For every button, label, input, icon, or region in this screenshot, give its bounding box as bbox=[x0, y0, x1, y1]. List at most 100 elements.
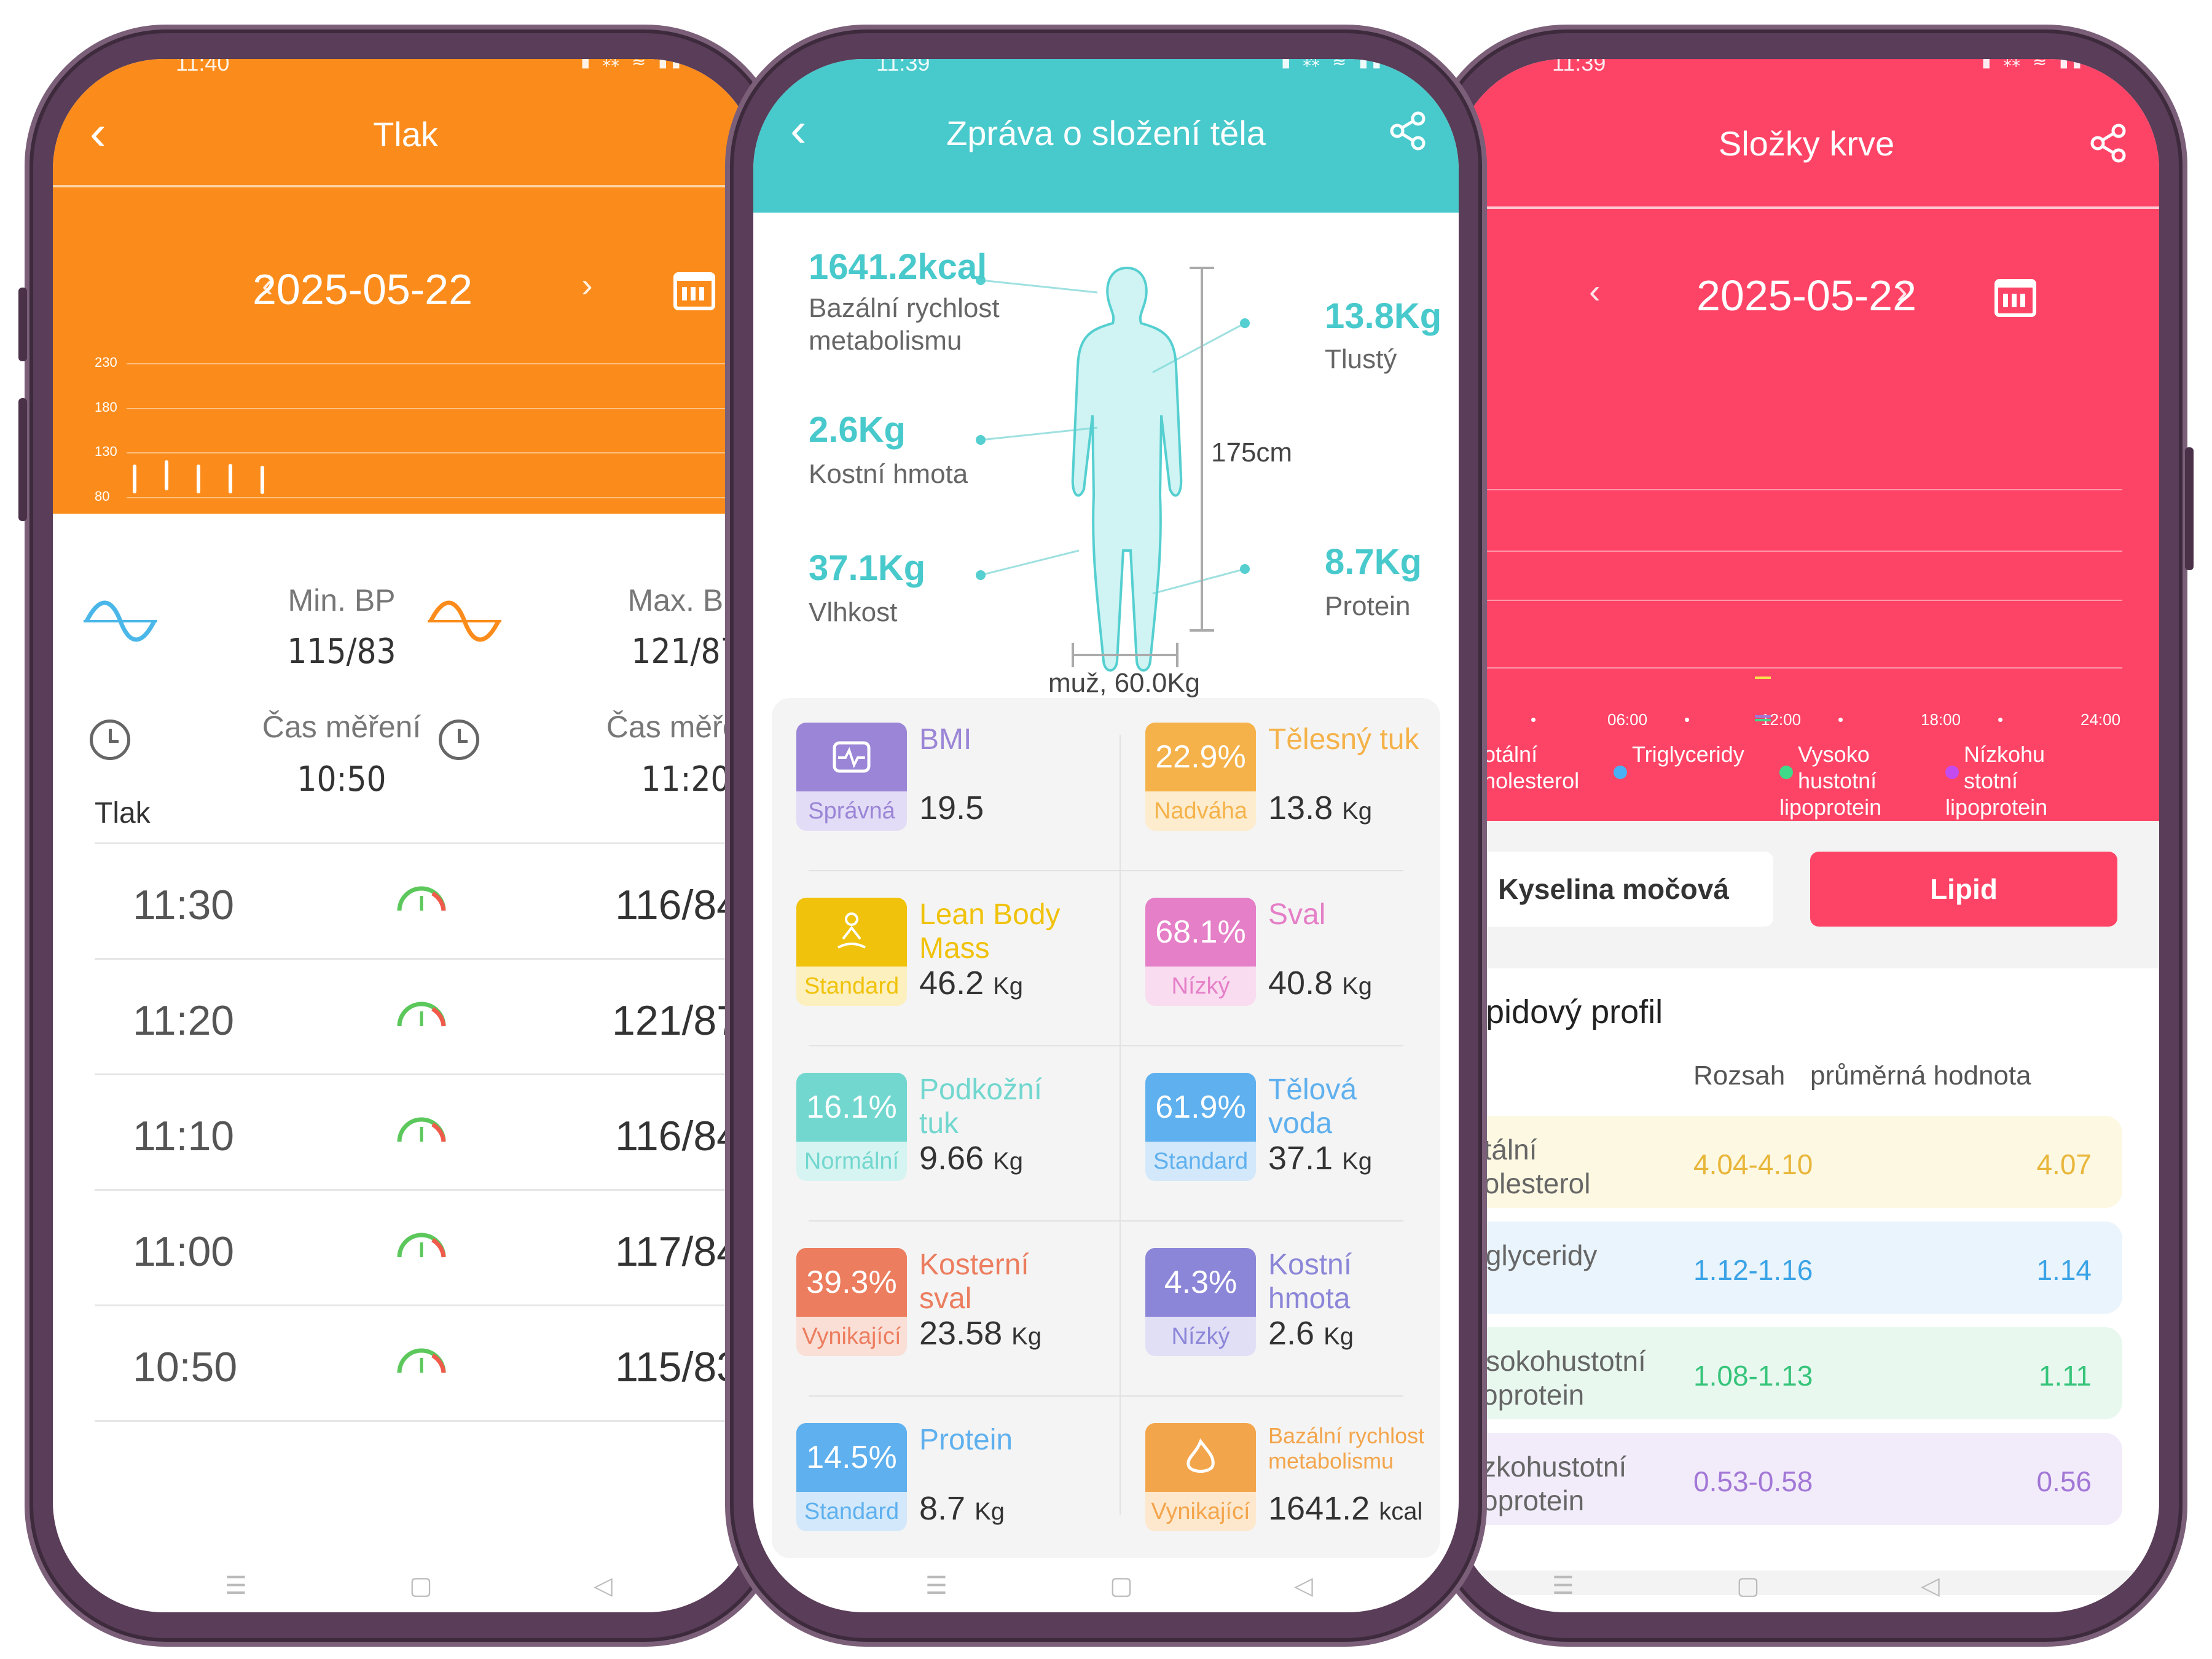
lipid-row[interactable]: Vysokohustotní lipoprotein 1.08-1.13 1.1… bbox=[1454, 1327, 2122, 1419]
list-item[interactable]: 11:10 116/84 bbox=[95, 1073, 758, 1189]
date-label: 2025-05-22 bbox=[252, 265, 473, 313]
metric-card[interactable]: 14.5% Standard Protein 8.7 Kg bbox=[772, 1398, 1079, 1564]
measure-time: 10:50 bbox=[133, 1344, 238, 1390]
bone-value: 2.6Kg bbox=[809, 410, 906, 450]
page-title: Zpráva o složení těla bbox=[946, 114, 1266, 152]
chart-bp-bar bbox=[229, 463, 232, 493]
tab-uric-acid[interactable]: Kyselina močová bbox=[1454, 852, 1773, 927]
lipid-row[interactable]: Triglyceridy 1.12-1.16 1.14 bbox=[1454, 1222, 2122, 1314]
metric-card[interactable]: 22.9% Nadváha Tělesný tuk 13.8 Kg bbox=[1121, 698, 1428, 864]
prev-date-button[interactable]: ‹ bbox=[1589, 272, 1601, 310]
metric-card[interactable]: 61.9% Standard Tělová voda 37.1 Kg bbox=[1121, 1048, 1428, 1214]
badge-percent: 68.1% bbox=[1155, 914, 1246, 950]
metric-number: 2.6 bbox=[1268, 1315, 1315, 1352]
footer-strip bbox=[1454, 1571, 2159, 1595]
gauge-icon bbox=[397, 1348, 446, 1373]
status-icons: ▮ ⁂ ≋ ▮▮ bbox=[1981, 59, 2085, 70]
chart-gridline bbox=[127, 541, 758, 543]
back-nav-icon[interactable]: ◁ bbox=[594, 1572, 613, 1599]
min-bp-value: 115/83 bbox=[287, 632, 396, 672]
divider bbox=[809, 1220, 1403, 1222]
divider bbox=[809, 870, 1403, 871]
screen: 11:39 ▮ ⁂ ≋ ▮▮ ‹ Zpráva o složení těla bbox=[753, 59, 1459, 1612]
calendar-icon[interactable] bbox=[1994, 279, 2036, 317]
chart-x-tick: 11:20 bbox=[221, 546, 235, 552]
badge-status: Normální bbox=[804, 1148, 900, 1174]
share-icon[interactable] bbox=[1389, 111, 1428, 151]
status-time: 11:40 bbox=[176, 59, 230, 76]
header: 11:40 ▮ ⁂ ≋ ▮▮ ‹ Tlak ‹ 2025-05-22 › 230… bbox=[53, 59, 758, 552]
chart-x-tick: 11:00 bbox=[157, 546, 171, 552]
lipid-row[interactable]: Totální cholesterol 4.04-4.10 4.07 bbox=[1454, 1116, 2122, 1208]
menu-icon[interactable]: ☰ bbox=[925, 1572, 947, 1599]
list-item[interactable]: 10:50 115/83 bbox=[95, 1304, 758, 1420]
back-nav-icon[interactable]: ◁ bbox=[1294, 1572, 1313, 1599]
chart-x-tick: 18:00 bbox=[1921, 710, 1961, 729]
badge-percent: 4.3% bbox=[1164, 1265, 1237, 1300]
metric-card[interactable]: Standard Lean Body Mass 46.2 Kg bbox=[772, 873, 1079, 1039]
home-icon[interactable]: ▢ bbox=[1736, 1572, 1760, 1599]
height-label: 175cm bbox=[1211, 437, 1293, 468]
metric-unit: Kg bbox=[1011, 1323, 1042, 1350]
metric-value: 40.8 Kg bbox=[1268, 964, 1372, 1002]
metric-badge: Správná bbox=[796, 723, 907, 831]
status-icons: ▮ ⁂ ≋ ▮▮ bbox=[580, 59, 684, 70]
metric-unit: Kg bbox=[975, 1498, 1005, 1525]
metric-value: 13.8 Kg bbox=[1268, 789, 1372, 827]
bp-value: 115/83 bbox=[615, 1344, 740, 1390]
chart-gridline bbox=[1454, 489, 2122, 490]
metric-card[interactable]: 16.1% Normální Podkožní tuk 9.66 Kg bbox=[772, 1048, 1079, 1214]
back-button[interactable]: ‹ bbox=[90, 105, 106, 160]
metric-name: Podkožní tuk bbox=[919, 1073, 1043, 1140]
calendar-icon[interactable] bbox=[673, 272, 715, 310]
metric-badge: Standard bbox=[796, 898, 907, 1006]
chart-data-mark bbox=[1755, 715, 1771, 718]
share-icon[interactable] bbox=[2089, 124, 2128, 163]
metric-card[interactable]: 39.3% Vynikající Kosterní sval 23.58 Kg bbox=[772, 1223, 1079, 1389]
list-item[interactable]: 11:20 121/87 bbox=[95, 958, 758, 1073]
back-button[interactable]: ‹ bbox=[790, 102, 807, 157]
back-nav-icon[interactable]: ◁ bbox=[1921, 1572, 1940, 1599]
metric-card[interactable]: 68.1% Nízký Sval 40.8 Kg bbox=[1121, 873, 1428, 1039]
time-label-1: Čas měření bbox=[262, 710, 422, 744]
body-figure bbox=[976, 266, 1250, 672]
phone-side-button bbox=[18, 398, 27, 521]
chart-bp-bar bbox=[261, 465, 264, 495]
metric-name: BMI bbox=[919, 723, 972, 756]
metric-name: Protein bbox=[919, 1424, 1013, 1456]
badge-status: Nízký bbox=[1171, 973, 1230, 999]
tab-lipid[interactable]: Lipid bbox=[1810, 852, 2117, 927]
metrics-panel: Správná BMI 19.5 22.9% Nadváha Tělesný t… bbox=[772, 698, 1440, 1558]
list-item[interactable]: 11:00 117/84 bbox=[95, 1189, 758, 1304]
moisture-value: 37.1Kg bbox=[809, 548, 926, 588]
legend-label: Totální cholesterol bbox=[1472, 742, 1580, 794]
chart-x-tick: 10:50 bbox=[125, 546, 139, 552]
protein-value: 8.7Kg bbox=[1325, 542, 1422, 582]
lipid-average: 4.07 bbox=[2036, 1148, 2092, 1180]
metric-card[interactable]: 4.3% Nízký Kostní hmota 2.6 Kg bbox=[1121, 1223, 1428, 1389]
chart-gridline bbox=[127, 407, 758, 409]
chart-gridline bbox=[127, 363, 758, 364]
next-date-button[interactable]: › bbox=[1896, 272, 1908, 310]
metric-badge: 16.1% Normální bbox=[796, 1073, 907, 1181]
list-item[interactable]: 11:30 116/84 bbox=[95, 842, 758, 958]
badge-status: Nadváha bbox=[1153, 798, 1248, 824]
metric-card[interactable]: Vynikající Bazální rychlost metabolismu … bbox=[1121, 1398, 1428, 1564]
next-date-button[interactable]: › bbox=[581, 265, 593, 304]
system-nav-bar: ☰ ▢ ◁ bbox=[53, 1539, 758, 1612]
prev-date-button[interactable]: ‹ bbox=[262, 265, 273, 304]
home-icon[interactable]: ▢ bbox=[409, 1572, 433, 1599]
menu-icon[interactable]: ☰ bbox=[1552, 1572, 1574, 1599]
divider bbox=[53, 185, 758, 187]
lipid-row[interactable]: Nízkohustotní lipoprotein 0.53-0.58 0.56 bbox=[1454, 1433, 2122, 1525]
home-icon[interactable]: ▢ bbox=[1110, 1572, 1133, 1599]
lipid-range: 1.08-1.13 bbox=[1693, 1360, 1813, 1392]
col-avg-header: průměrná hodnota bbox=[1810, 1061, 2031, 1091]
metric-badge: 22.9% Nadváha bbox=[1145, 723, 1256, 831]
gauge-icon bbox=[397, 1002, 446, 1027]
metric-card[interactable]: Správná BMI 19.5 bbox=[772, 698, 1079, 864]
max-bp-label: Max. BP bbox=[627, 583, 744, 618]
menu-icon[interactable]: ☰ bbox=[225, 1572, 247, 1599]
measure-time: 11:20 bbox=[133, 997, 235, 1044]
badge-status: Standard bbox=[804, 1498, 900, 1524]
